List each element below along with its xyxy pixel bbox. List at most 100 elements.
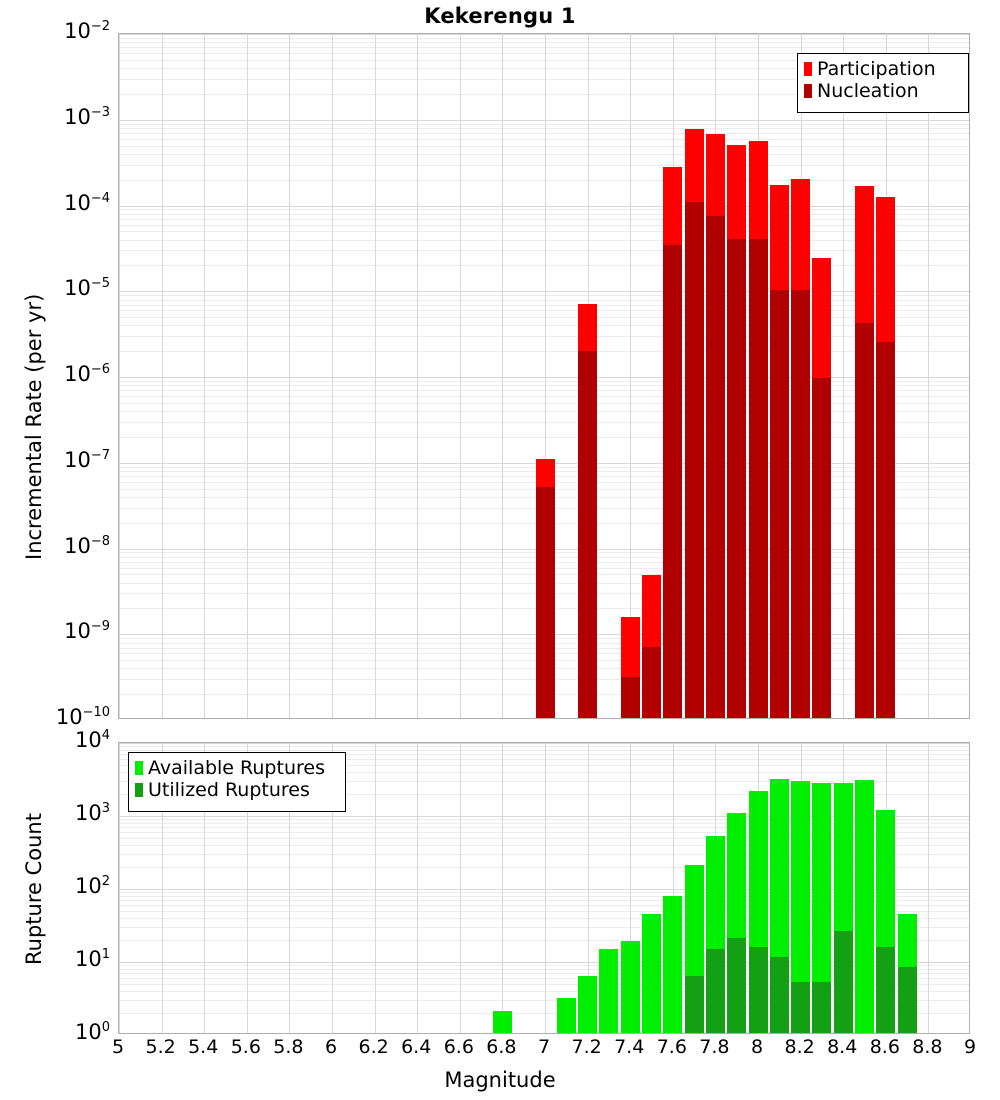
legend-label: Nucleation bbox=[817, 79, 919, 102]
bar-m8.1 bbox=[769, 743, 789, 1033]
utilized-segment bbox=[727, 938, 747, 1033]
y-tick-label: 10−9 bbox=[64, 619, 110, 644]
nucleation-segment bbox=[791, 290, 811, 718]
x-tick-label: 5.4 bbox=[188, 1036, 219, 1058]
bar-m7 bbox=[535, 34, 555, 718]
y-tick-label: 10−10 bbox=[55, 705, 110, 729]
bar-m7.5 bbox=[642, 34, 661, 718]
nucleation-segment bbox=[578, 351, 598, 718]
x-tick-label: 5.8 bbox=[273, 1036, 304, 1058]
bar-m7.9 bbox=[727, 743, 747, 1033]
available-segment bbox=[855, 779, 874, 1033]
available-segment bbox=[578, 976, 598, 1033]
y-tick-label: 101 bbox=[74, 947, 110, 971]
y-tick-label: 103 bbox=[74, 801, 110, 825]
page-title: Kekerengu 1 bbox=[424, 4, 576, 28]
x-tick-label: 7.2 bbox=[571, 1036, 602, 1058]
legend-entry[interactable]: Available Ruptures bbox=[135, 757, 338, 779]
top-bar-group bbox=[119, 34, 969, 718]
bar-m8.3 bbox=[812, 743, 832, 1033]
x-tick-label: 7 bbox=[537, 1036, 551, 1058]
x-axis-title: Magnitude bbox=[444, 1068, 556, 1092]
incremental-rate-plot bbox=[118, 33, 970, 719]
available-segment bbox=[599, 949, 619, 1033]
nucleation-segment bbox=[663, 244, 683, 718]
available-segment bbox=[492, 1011, 512, 1033]
nucleation-segment bbox=[535, 486, 555, 718]
y-tick-label: 10−2 bbox=[64, 19, 110, 43]
utilized-segment bbox=[833, 931, 853, 1033]
y-tick-label: 10−3 bbox=[64, 104, 110, 129]
nucleation-segment bbox=[812, 377, 832, 718]
y-tick-label: 10−6 bbox=[64, 362, 110, 386]
bar-m8.1 bbox=[769, 34, 789, 718]
nucleation-segment bbox=[769, 290, 789, 718]
x-tick-label: 8.8 bbox=[912, 1036, 943, 1058]
utilized-segment bbox=[684, 976, 704, 1033]
utilized-segment bbox=[705, 949, 725, 1033]
legend-label: Available Ruptures bbox=[148, 756, 325, 779]
bar-m7.7 bbox=[684, 34, 704, 718]
y-tick-label: 102 bbox=[74, 874, 110, 898]
bar-m8.4 bbox=[833, 743, 853, 1033]
nucleation-segment bbox=[684, 201, 704, 718]
nucleation-segment bbox=[642, 646, 661, 718]
x-tick-label: 6.4 bbox=[401, 1036, 432, 1058]
nucleation-segment bbox=[876, 342, 896, 718]
bar-m8.6 bbox=[876, 34, 896, 718]
available-segment bbox=[663, 895, 683, 1033]
bar-m7.8 bbox=[705, 743, 725, 1033]
utilized-segment bbox=[791, 982, 811, 1033]
bottom-legend[interactable]: Available Ruptures Utilized Ruptures bbox=[128, 752, 346, 812]
nucleation-segment bbox=[727, 238, 747, 718]
y-tick-label: 104 bbox=[74, 728, 110, 752]
nucleation-segment bbox=[855, 323, 874, 718]
bar-m8.5 bbox=[855, 34, 874, 718]
nucleation-segment bbox=[705, 215, 725, 718]
bar-m7.6 bbox=[663, 34, 683, 718]
y-tick-label: 100 bbox=[74, 1020, 110, 1044]
legend-label: Utilized Ruptures bbox=[148, 778, 310, 801]
available-segment bbox=[620, 941, 640, 1033]
x-tick-label: 8.4 bbox=[827, 1036, 858, 1058]
x-tick-label: 6.8 bbox=[486, 1036, 517, 1058]
bar-m7.6 bbox=[663, 743, 683, 1033]
x-tick-label: 7.4 bbox=[614, 1036, 645, 1058]
bar-m7.2 bbox=[578, 743, 598, 1033]
utilized-segment bbox=[769, 957, 789, 1033]
bar-m7.8 bbox=[705, 34, 725, 718]
y-tick-label: 10−5 bbox=[64, 276, 110, 301]
x-tick-label: 8.6 bbox=[869, 1036, 900, 1058]
bar-m8 bbox=[748, 743, 768, 1033]
legend-entry[interactable]: Utilized Ruptures bbox=[135, 779, 338, 801]
legend-entry[interactable]: Nucleation bbox=[804, 80, 961, 102]
x-tick-label: 8 bbox=[750, 1036, 764, 1058]
available-segment bbox=[812, 782, 832, 1033]
legend-swatch-participation bbox=[804, 62, 812, 76]
legend-swatch-utilized bbox=[135, 783, 143, 797]
utilized-segment bbox=[897, 967, 917, 1033]
legend-label: Participation bbox=[817, 57, 936, 80]
bar-m8.6 bbox=[876, 743, 896, 1033]
x-tick-label: 6 bbox=[324, 1036, 338, 1058]
bar-m7.5 bbox=[642, 743, 661, 1033]
utilized-segment bbox=[876, 947, 896, 1033]
bar-m8.7 bbox=[897, 743, 917, 1033]
bar-m7 bbox=[536, 743, 555, 1033]
available-segment bbox=[556, 998, 576, 1033]
bar-m8.3 bbox=[812, 34, 832, 718]
x-tick-label: 5.2 bbox=[145, 1036, 176, 1058]
bar-m7.4 bbox=[620, 743, 640, 1033]
y-tick-label: 10−7 bbox=[64, 447, 110, 472]
bar-m6.8 bbox=[492, 743, 512, 1033]
utilized-segment bbox=[812, 982, 832, 1033]
y-tick-label: 10−4 bbox=[64, 190, 110, 215]
legend-swatch-available bbox=[135, 761, 143, 775]
x-tick-label: 6.2 bbox=[358, 1036, 389, 1058]
top-legend[interactable]: Participation Nucleation bbox=[797, 53, 969, 113]
x-tick-label: 9 bbox=[963, 1036, 977, 1058]
bar-m7.3 bbox=[599, 743, 619, 1033]
y-tick-label: 10−8 bbox=[64, 533, 110, 558]
legend-entry[interactable]: Participation bbox=[804, 58, 961, 80]
